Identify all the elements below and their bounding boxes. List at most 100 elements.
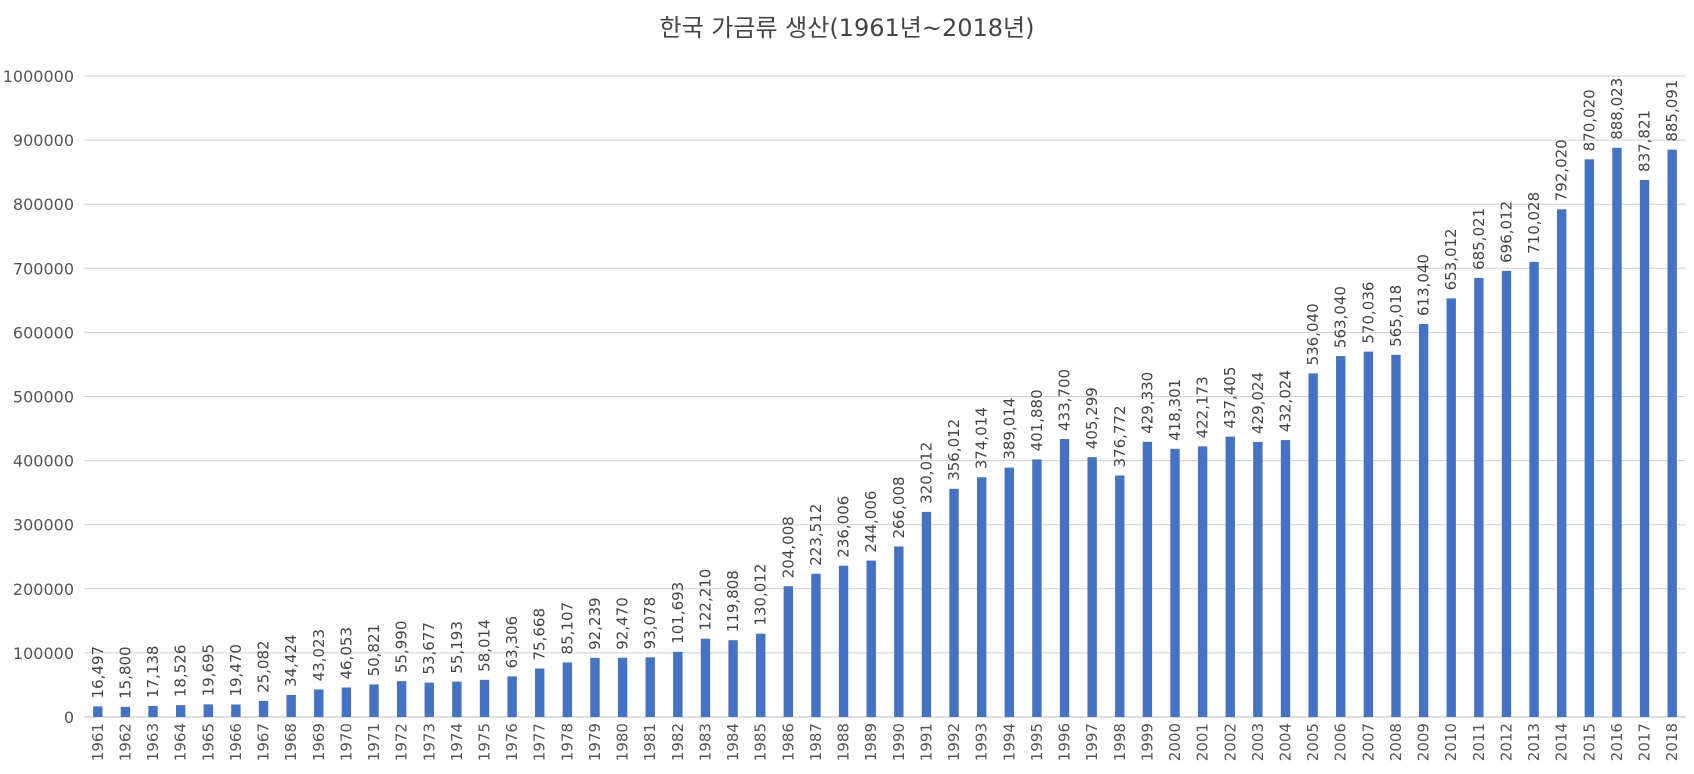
data-label: 43,023 [310,629,328,682]
x-tick-label: 1972 [393,723,411,761]
x-tick-label: 2002 [1221,723,1239,761]
bar [1004,467,1014,717]
data-label: 792,020 [1553,139,1571,201]
bar [93,706,103,717]
x-tick-label: 1982 [669,723,687,761]
data-label: 130,012 [752,564,770,626]
data-label: 885,091 [1663,80,1681,142]
x-tick-label: 1992 [945,723,963,761]
bar [590,657,600,717]
bar [728,640,738,717]
bar [148,706,158,717]
x-tick-label: 1974 [448,723,466,761]
y-tick-label: 700000 [13,259,74,278]
x-tick-label: 2009 [1415,723,1433,761]
x-tick-label: 1968 [282,723,300,761]
bar [1170,448,1180,717]
data-label: 710,028 [1525,192,1543,254]
bar [1059,438,1070,717]
x-tick-label: 1996 [1056,723,1074,761]
data-label: 266,008 [890,476,908,538]
data-label: 422,173 [1194,376,1212,438]
y-tick-label: 200000 [13,580,74,599]
bar [1280,440,1291,717]
bar [175,705,186,717]
data-label: 53,677 [420,622,438,675]
bar [1474,277,1484,717]
bar [700,638,711,717]
x-tick-label: 1980 [614,723,632,761]
y-tick-label: 400000 [13,452,74,471]
data-label: 101,693 [669,582,687,644]
bar [921,511,932,717]
data-label: 432,024 [1277,370,1295,432]
data-label: 122,210 [696,569,714,631]
data-label: 55,990 [393,621,411,674]
bar [1336,356,1346,717]
bar [894,546,904,717]
x-tick-label: 1999 [1138,723,1156,761]
bar [1529,261,1539,717]
data-label: 63,306 [503,616,521,669]
x-tick-label: 2000 [1166,723,1184,761]
bar [562,662,573,717]
x-tick-label: 1967 [255,723,273,761]
bar [314,689,324,717]
bar [1225,436,1235,717]
bar [341,687,352,717]
y-tick-label: 0 [64,708,74,727]
bar [976,477,987,717]
x-tick-label: 1969 [310,723,328,761]
x-tick-label: 1962 [116,723,134,761]
x-tick-label: 1978 [558,723,576,761]
bar [1391,354,1401,717]
data-label: 93,078 [641,597,659,650]
data-label: 58,014 [476,619,494,672]
x-tick-label: 1988 [835,723,853,761]
x-tick-label: 1993 [973,723,991,761]
data-label: 92,239 [586,597,604,650]
data-label: 46,053 [337,627,355,680]
bar [120,706,131,717]
x-tick-label: 2018 [1663,723,1681,761]
data-label: 19,470 [227,644,245,697]
x-tick-label: 2015 [1580,723,1598,761]
data-label: 837,821 [1636,110,1654,172]
x-tick-label: 1991 [917,723,935,761]
bar [286,694,296,717]
data-label: 565,018 [1387,285,1405,347]
x-tick-label: 1994 [1000,723,1018,761]
x-tick-label: 1966 [227,723,245,761]
x-tick-label: 1970 [337,723,355,761]
data-label: 17,138 [144,646,162,699]
x-tick-label: 2017 [1636,723,1654,761]
x-tick-label: 2006 [1332,723,1350,761]
data-label: 374,014 [973,407,991,469]
chart-title: 한국 가금류 생산(1961년~2018년) [659,14,1035,42]
x-tick-label: 1990 [890,723,908,761]
bar [452,681,462,717]
data-label: 15,800 [116,646,134,699]
bar [866,560,876,717]
bar [1612,147,1622,718]
data-label: 55,193 [448,621,466,673]
data-label: 50,821 [365,624,383,677]
data-label: 25,082 [255,640,273,693]
data-label: 536,040 [1304,303,1322,365]
bar [507,676,517,717]
data-label: 18,526 [172,645,190,698]
data-label: 433,700 [1056,369,1074,431]
bar [1197,446,1208,717]
x-tick-label: 1971 [365,723,383,761]
bar [673,651,683,717]
bar [1584,159,1595,717]
data-label: 437,405 [1221,367,1239,429]
x-tick-label: 2014 [1553,723,1571,761]
data-label: 405,299 [1083,387,1101,449]
bar [617,657,628,717]
data-label: 244,006 [862,491,880,553]
data-label: 570,036 [1359,282,1377,344]
data-label: 418,301 [1166,379,1184,441]
bar [1115,475,1125,717]
data-label: 376,772 [1111,405,1129,467]
